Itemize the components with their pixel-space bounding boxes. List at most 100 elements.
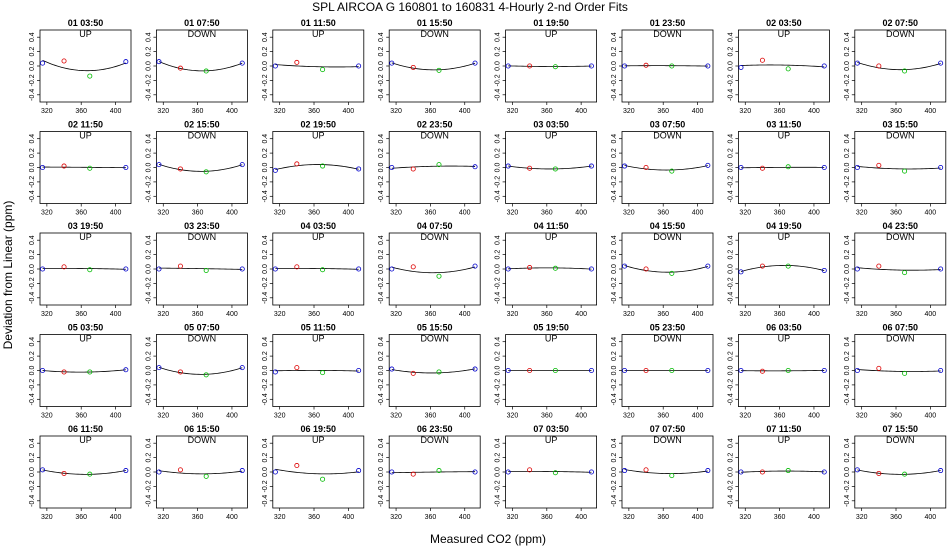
data-point — [239, 468, 245, 474]
y-tick-label: -0.2 — [495, 176, 502, 188]
x-tick-label: 400 — [343, 514, 355, 521]
data-point — [156, 162, 162, 168]
panel-title: 06 11:50 — [68, 424, 103, 434]
data-point — [40, 164, 46, 170]
panel-title: 05 23:50 — [650, 323, 686, 333]
x-tick-label: 320 — [507, 210, 519, 217]
data-point — [785, 468, 791, 474]
data-point — [472, 366, 478, 372]
y-tick-label: 0.2 — [495, 47, 502, 57]
data-point — [61, 58, 67, 64]
fit-curve — [624, 165, 708, 171]
x-tick-label: 400 — [226, 311, 238, 318]
panel-title: 01 07:50 — [184, 18, 220, 28]
fit-curve — [857, 62, 941, 71]
panel-title: 01 15:50 — [417, 18, 453, 28]
data-point — [294, 264, 300, 270]
x-tick-label: 400 — [692, 108, 704, 115]
x-tick-label: 400 — [459, 108, 471, 115]
y-tick-label: 0.2 — [727, 250, 734, 260]
x-tick-label: 400 — [343, 413, 355, 420]
panel-direction-label: DOWN — [653, 232, 682, 242]
y-tick-label: 0.0 — [727, 61, 734, 71]
x-tick-label: 360 — [75, 210, 87, 217]
y-tick-label: 0.4 — [727, 32, 734, 42]
data-point — [272, 469, 278, 475]
x-tick-label: 360 — [75, 311, 87, 318]
data-point — [472, 469, 478, 475]
y-tick-label: -0.4 — [262, 393, 269, 405]
data-point — [123, 266, 129, 272]
data-point — [705, 63, 711, 69]
figure-title: SPL AIRCOA G 160801 to 160831 4-Hourly 2… — [312, 0, 628, 14]
panel-direction-label: DOWN — [420, 334, 449, 344]
fit-curve — [391, 266, 476, 274]
y-tick-label: 0.4 — [495, 32, 502, 42]
y-tick-label: -0.2 — [844, 480, 851, 492]
y-tick-label: 0.0 — [29, 366, 36, 376]
data-point — [643, 62, 649, 68]
x-tick-label: 400 — [110, 210, 122, 217]
data-point — [389, 366, 395, 372]
y-tick-label: -0.2 — [378, 480, 385, 492]
panel-title: 02 11:50 — [68, 120, 103, 130]
y-tick-label: 0.0 — [145, 61, 152, 71]
data-point — [938, 468, 944, 474]
panel-title: 04 19:50 — [766, 221, 802, 231]
y-tick-label: 0.0 — [378, 264, 385, 274]
y-tick-label: -0.2 — [262, 379, 269, 391]
y-tick-label: -0.4 — [495, 393, 502, 405]
data-point — [203, 372, 209, 378]
x-tick-label: 360 — [425, 108, 437, 115]
x-tick-label: 320 — [274, 210, 286, 217]
data-point — [738, 164, 744, 170]
y-tick-label: 0.4 — [29, 438, 36, 448]
data-point — [527, 265, 533, 271]
data-point — [203, 473, 209, 479]
x-tick-label: 360 — [657, 311, 669, 318]
panel-title: 01 23:50 — [650, 18, 686, 28]
data-point — [669, 63, 675, 69]
panel-direction-label: DOWN — [420, 435, 449, 445]
y-tick-label: -0.4 — [611, 89, 618, 101]
data-point — [123, 59, 129, 65]
y-tick-label: 0.0 — [378, 61, 385, 71]
data-point — [588, 163, 594, 169]
panel-title: 02 23:50 — [417, 120, 453, 130]
x-tick-label: 360 — [308, 311, 320, 318]
data-point — [854, 367, 860, 373]
y-tick-label: -0.4 — [611, 393, 618, 405]
fit-curve — [275, 164, 359, 171]
x-tick-label: 320 — [157, 413, 169, 420]
y-tick-label: -0.4 — [727, 89, 734, 101]
x-tick-label: 360 — [774, 108, 786, 115]
y-tick-label: 0.4 — [844, 438, 851, 448]
data-point — [759, 368, 765, 374]
y-tick-label: 0.0 — [378, 163, 385, 173]
data-point — [389, 266, 395, 272]
fit-curve — [508, 65, 592, 67]
panel-title: 05 03:50 — [68, 323, 104, 333]
data-point — [622, 63, 628, 69]
y-tick-label: -0.2 — [727, 74, 734, 86]
y-tick-label: -0.2 — [378, 176, 385, 188]
fit-curve — [42, 469, 126, 475]
y-tick-label: 0.2 — [727, 47, 734, 57]
y-tick-label: 0.4 — [145, 438, 152, 448]
x-tick-label: 360 — [425, 413, 437, 420]
panel-title: 06 15:50 — [184, 424, 220, 434]
x-tick-label: 360 — [657, 210, 669, 217]
x-tick-label: 360 — [890, 311, 902, 318]
panel-title: 07 11:50 — [766, 424, 801, 434]
x-tick-label: 400 — [226, 210, 238, 217]
panel-title: 03 15:50 — [883, 120, 919, 130]
panel-direction-label: UP — [312, 29, 325, 39]
x-tick-label: 320 — [623, 210, 635, 217]
y-tick-label: 0.4 — [495, 438, 502, 448]
data-point — [738, 64, 744, 70]
